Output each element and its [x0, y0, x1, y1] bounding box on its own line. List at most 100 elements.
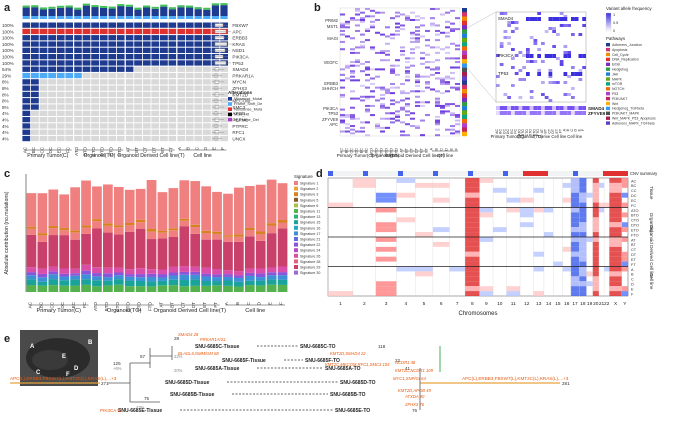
cnv-cell [465, 197, 480, 203]
pathway-swatch [606, 116, 610, 120]
pathway-label: NOTCH [612, 87, 625, 91]
onco-cell [125, 117, 134, 123]
cnv-cell [592, 237, 599, 242]
tmb-bar-cap [211, 3, 219, 6]
c-legend-swatch [294, 203, 298, 208]
group-label: Primary Tumor(C) [337, 153, 374, 158]
signature-segment [146, 239, 157, 270]
zoom-cell [511, 30, 515, 33]
vaf-cell [455, 28, 460, 31]
vaf-cell [430, 68, 435, 71]
gene-label: RFC1 [232, 130, 244, 135]
vaf-cell [395, 11, 400, 14]
onco-cell [194, 91, 203, 98]
onco-cell [82, 22, 91, 28]
signature-segment [190, 181, 201, 225]
signature-segment [179, 266, 190, 272]
cnv-cell [609, 251, 622, 257]
signature-segment [201, 233, 211, 240]
photo-label: D [74, 366, 79, 372]
onco-cell [151, 117, 160, 123]
onco-cell [194, 35, 203, 41]
cnv-cell [375, 227, 397, 233]
zoom-cell [571, 66, 575, 69]
vaf-cell [365, 28, 370, 31]
zoom-cell [537, 69, 541, 72]
onco-cell [48, 85, 56, 91]
onco-cell [185, 98, 194, 104]
cnv-cell [609, 207, 622, 213]
highlight-cell [511, 111, 515, 115]
onco-cell [134, 41, 142, 47]
pathway-strip [462, 20, 467, 26]
zoom-cell [582, 24, 586, 27]
vaf-cell [405, 134, 410, 137]
vaf-cell [420, 101, 425, 104]
signature-segment [37, 235, 48, 242]
signature-segment [179, 218, 190, 221]
zoom-strong-cell [578, 54, 583, 58]
onco-cell [91, 41, 99, 47]
onco-cell [117, 104, 125, 110]
cnv-cell [579, 217, 587, 223]
signature-segment [81, 264, 91, 271]
vaf-cell [380, 68, 385, 71]
cnv-cell [579, 197, 587, 203]
vaf-cell [435, 51, 440, 54]
zoom-cell [518, 69, 523, 72]
cnv-cell [553, 261, 563, 267]
onco-cell [125, 28, 134, 35]
group-label: Cell line [193, 153, 212, 159]
signature-segment [223, 280, 233, 286]
cnv-cell [609, 202, 622, 208]
signature-segment [179, 180, 190, 219]
onco-cell [160, 117, 168, 123]
onco-cell [108, 28, 117, 35]
onco-cell [82, 72, 91, 79]
zoom-gene-label: TP53 [498, 71, 509, 76]
tmb-bar-top [134, 16, 142, 19]
onco-cell [134, 135, 142, 142]
tmb-bar-top [22, 16, 30, 19]
onco-cell [82, 41, 91, 47]
onco-cell [185, 117, 194, 123]
onco-cell [177, 123, 185, 129]
vaf-cell [435, 72, 440, 75]
signature-segment [103, 223, 113, 226]
onco-cell [151, 60, 160, 66]
vaf-cell [435, 66, 440, 69]
vaf-cell [375, 51, 380, 54]
zoom-cell [548, 99, 553, 102]
zoom-cell [563, 24, 568, 27]
signature-segment [277, 222, 288, 229]
vaf-cell [355, 18, 360, 21]
vaf-cell [405, 18, 410, 21]
zoom-cell [567, 75, 571, 78]
onco-cell [82, 129, 91, 135]
signature-segment [212, 269, 222, 275]
tree-node-num: 41 [405, 366, 411, 371]
tmb-bar-cap [186, 5, 194, 8]
vaf-cell [415, 73, 420, 76]
signature-segment [103, 232, 113, 268]
gene-label: APOB [232, 111, 245, 116]
onco-cell [185, 104, 194, 110]
onco-cell [151, 85, 160, 91]
cnv-cell [579, 202, 587, 208]
signature-segment [277, 266, 288, 273]
onco-cell [65, 129, 74, 135]
onco-cell [99, 72, 108, 79]
onco-cell [194, 54, 203, 60]
zoom-cell [514, 54, 519, 57]
vaf-cell [345, 20, 350, 23]
highlight-cell [526, 106, 530, 110]
onco-cell [31, 129, 39, 135]
onco-cell [142, 54, 151, 60]
sample-label: BTO [83, 147, 88, 157]
onco-cell [82, 60, 91, 66]
onco-cell [151, 104, 160, 110]
gene-pct: 4% [2, 136, 9, 141]
onco-cell [31, 135, 39, 142]
pathway-strip [462, 80, 467, 85]
panel-d-letter: d [316, 168, 323, 180]
